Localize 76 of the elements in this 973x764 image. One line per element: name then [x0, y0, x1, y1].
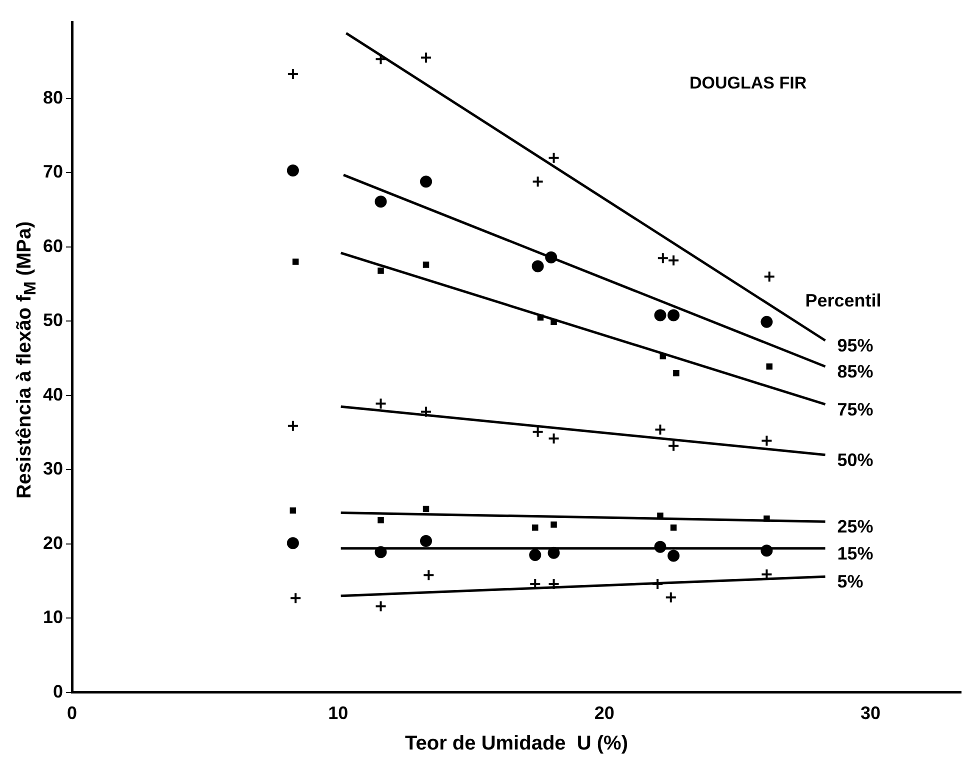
x-tick-label: 20	[594, 703, 614, 724]
point	[548, 546, 560, 559]
point	[420, 52, 432, 64]
point	[664, 591, 677, 604]
point	[286, 68, 299, 80]
point	[545, 251, 558, 264]
y-tick-label: 40	[42, 384, 64, 404]
point	[422, 506, 430, 512]
point	[290, 592, 302, 604]
point	[374, 53, 387, 66]
point	[292, 258, 299, 265]
x-tick-label: 0	[67, 703, 78, 724]
point	[286, 537, 299, 550]
point	[656, 252, 669, 264]
y-tick-label: 70	[42, 162, 64, 182]
point	[670, 524, 677, 531]
point	[290, 507, 296, 514]
point	[654, 424, 666, 436]
legend-title: Percentil	[805, 290, 882, 310]
point	[760, 434, 773, 447]
point	[374, 600, 387, 612]
point	[668, 254, 680, 266]
y-tick-label: 50	[42, 310, 64, 330]
series-label: 5%	[837, 572, 864, 592]
point	[660, 352, 666, 360]
point	[760, 544, 773, 557]
point	[422, 569, 435, 582]
point	[422, 262, 430, 268]
point	[550, 318, 557, 326]
point	[673, 370, 680, 376]
point	[654, 309, 666, 322]
point	[668, 309, 680, 322]
point	[374, 398, 387, 410]
series-label: 85%	[837, 361, 874, 382]
point	[764, 516, 770, 522]
point	[760, 316, 773, 328]
point	[420, 406, 432, 418]
point	[654, 540, 666, 553]
annotation: DOUGLAS FIR	[690, 73, 807, 92]
x-axis-title: Teor de Umidade U (%)	[405, 732, 628, 755]
point	[550, 521, 557, 528]
point	[652, 578, 664, 590]
point	[766, 363, 772, 370]
point	[420, 534, 432, 547]
point	[374, 196, 387, 208]
point	[763, 270, 776, 283]
point	[532, 260, 544, 272]
point	[420, 176, 432, 188]
y-tick-label: 60	[42, 236, 64, 256]
series-label: 95%	[837, 335, 874, 356]
y-tick-label: 10	[42, 607, 64, 628]
x-tick-label: 10	[328, 703, 348, 724]
series-label: 15%	[837, 543, 874, 564]
point	[537, 314, 544, 321]
series-label: 25%	[837, 516, 874, 537]
point	[548, 432, 560, 444]
point	[668, 440, 680, 452]
y-tick-label: 30	[42, 458, 64, 479]
point	[374, 546, 387, 558]
point	[286, 420, 299, 432]
y-tick-label: 0	[53, 681, 64, 702]
y-tick-label: 80	[42, 87, 64, 108]
y-tick-label: 20	[42, 532, 64, 553]
point	[532, 426, 544, 438]
point	[378, 268, 384, 274]
series-label: 75%	[837, 399, 874, 420]
point	[286, 164, 299, 176]
point	[668, 550, 680, 562]
point	[532, 524, 538, 531]
x-tick-label: 30	[860, 703, 881, 724]
point	[529, 549, 542, 562]
point	[548, 152, 560, 164]
point	[378, 517, 384, 524]
point	[548, 578, 560, 590]
point	[532, 176, 544, 188]
series-label: 50%	[837, 450, 874, 470]
